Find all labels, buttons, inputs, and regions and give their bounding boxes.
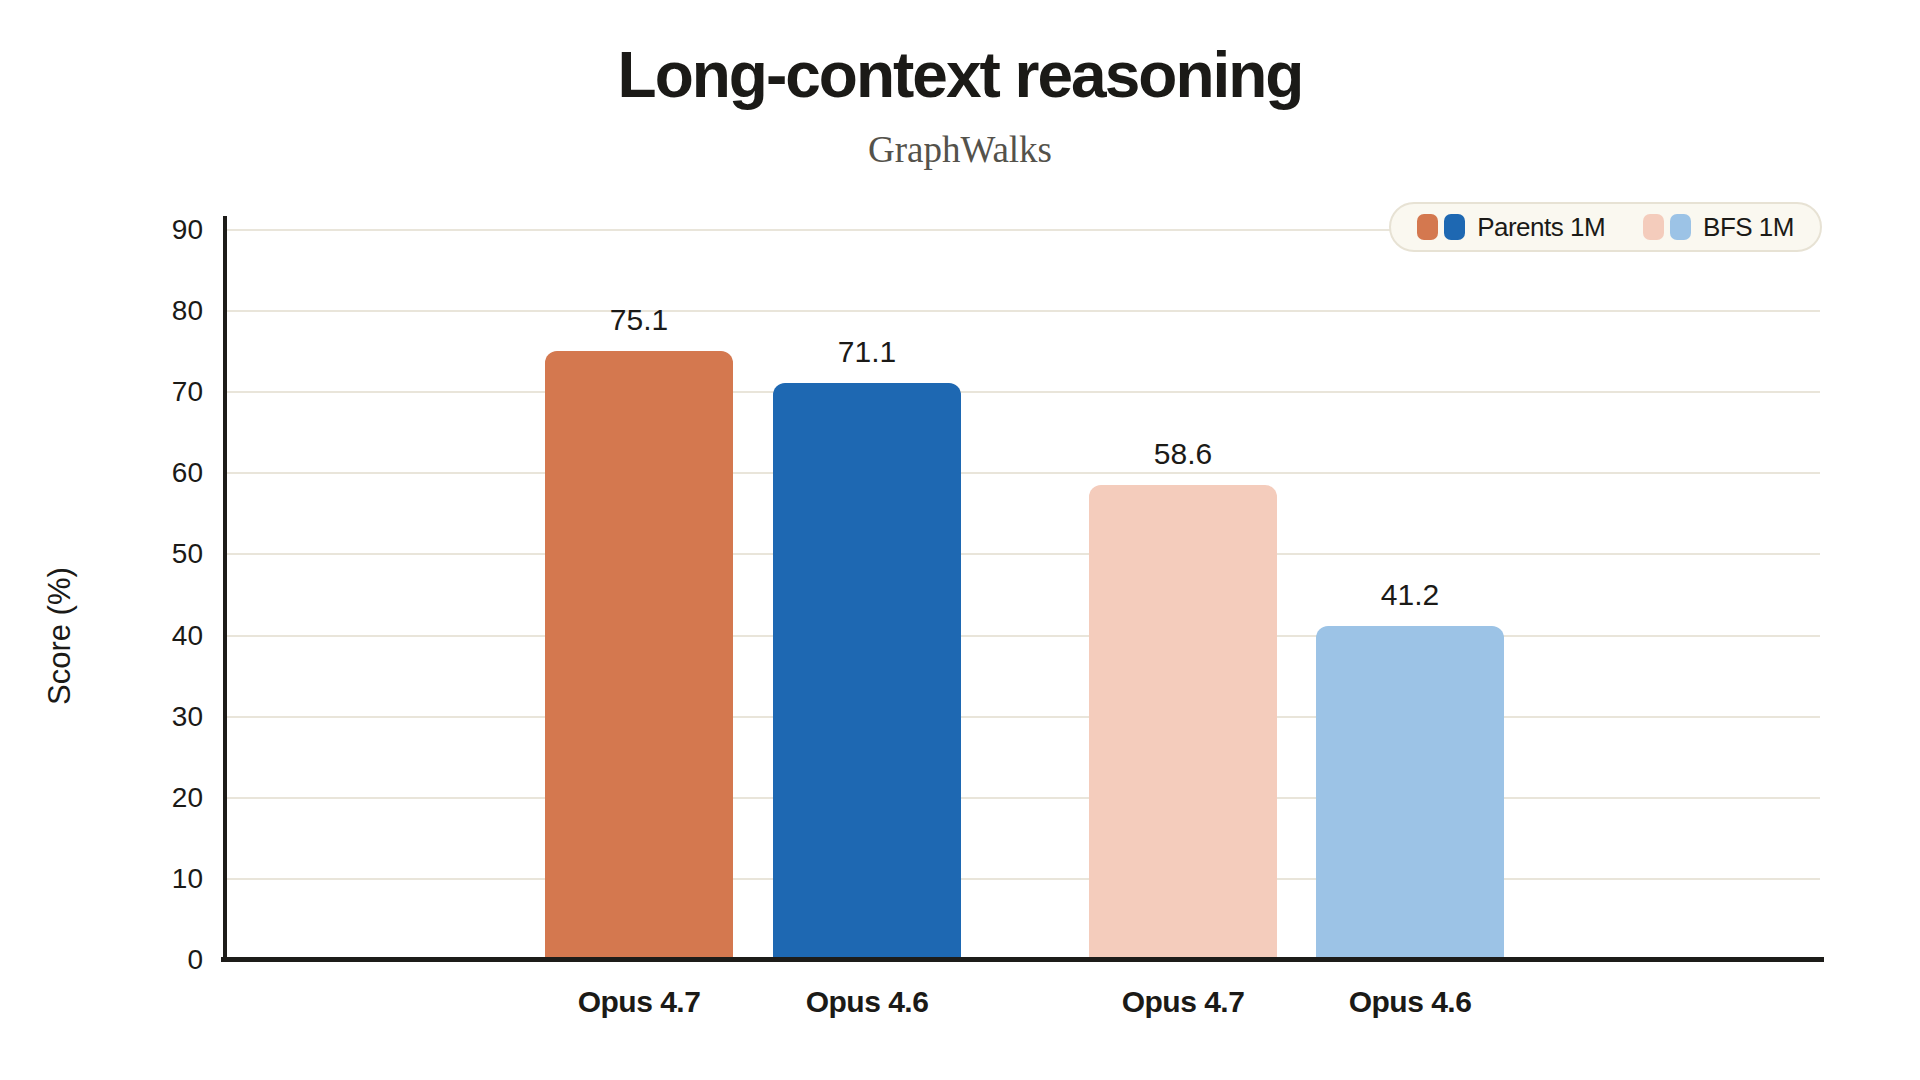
y-tick-label: 80 (135, 295, 203, 327)
bar-group: 75.1 (545, 230, 733, 960)
gridline (227, 472, 1820, 474)
legend-item-parents-1m: Parents 1M (1417, 212, 1605, 243)
legend-item-label: Parents 1M (1477, 212, 1605, 243)
y-tick-label: 20 (135, 782, 203, 814)
gridline (227, 553, 1820, 555)
y-axis-label-text: Score (%) (42, 567, 78, 705)
y-tick-label: 30 (135, 701, 203, 733)
x-tick-label: Opus 4.6 (1316, 985, 1504, 1019)
chart-title: Long-context reasoning (0, 38, 1920, 112)
bar-value-label: 71.1 (773, 335, 961, 369)
legend: Parents 1M BFS 1M (1389, 202, 1822, 252)
y-tick-label: 90 (135, 214, 203, 246)
bar (1089, 485, 1277, 960)
x-tick-label: Opus 4.7 (1089, 985, 1277, 1019)
legend-swatch-pair (1417, 214, 1465, 240)
gridline (227, 635, 1820, 637)
y-tick-label: 70 (135, 376, 203, 408)
y-axis-line (223, 216, 227, 960)
chart-page: Long-context reasoning GraphWalks Score … (0, 0, 1920, 1080)
x-axis-line (221, 957, 1824, 962)
legend-item-bfs-1m: BFS 1M (1643, 212, 1794, 243)
legend-swatch-pair (1643, 214, 1691, 240)
legend-swatch (1670, 214, 1691, 240)
gridline (227, 716, 1820, 718)
x-tick-label: Opus 4.7 (545, 985, 733, 1019)
gridline (227, 797, 1820, 799)
bar-value-label: 75.1 (545, 303, 733, 337)
y-tick-label: 50 (135, 538, 203, 570)
y-tick-label: 10 (135, 863, 203, 895)
legend-swatch (1643, 214, 1664, 240)
bar-group: 58.6 (1089, 230, 1277, 960)
x-tick-label: Opus 4.6 (773, 985, 961, 1019)
bar (545, 351, 733, 960)
y-tick-label: 60 (135, 457, 203, 489)
legend-swatch (1444, 214, 1465, 240)
chart-subtitle: GraphWalks (0, 128, 1920, 171)
bar-group: 41.2 (1316, 230, 1504, 960)
y-tick-label: 0 (135, 944, 203, 976)
gridline (227, 878, 1820, 880)
bar (773, 383, 961, 960)
gridline (227, 391, 1820, 393)
legend-item-label: BFS 1M (1703, 212, 1794, 243)
bar (1316, 626, 1504, 960)
plot-area: 75.171.158.641.2 0102030405060708090Opus… (227, 230, 1820, 960)
bar-group: 71.1 (773, 230, 961, 960)
bar-value-label: 41.2 (1316, 578, 1504, 612)
legend-swatch (1417, 214, 1438, 240)
gridline (227, 310, 1820, 312)
y-tick-label: 40 (135, 620, 203, 652)
bar-value-label: 58.6 (1089, 437, 1277, 471)
